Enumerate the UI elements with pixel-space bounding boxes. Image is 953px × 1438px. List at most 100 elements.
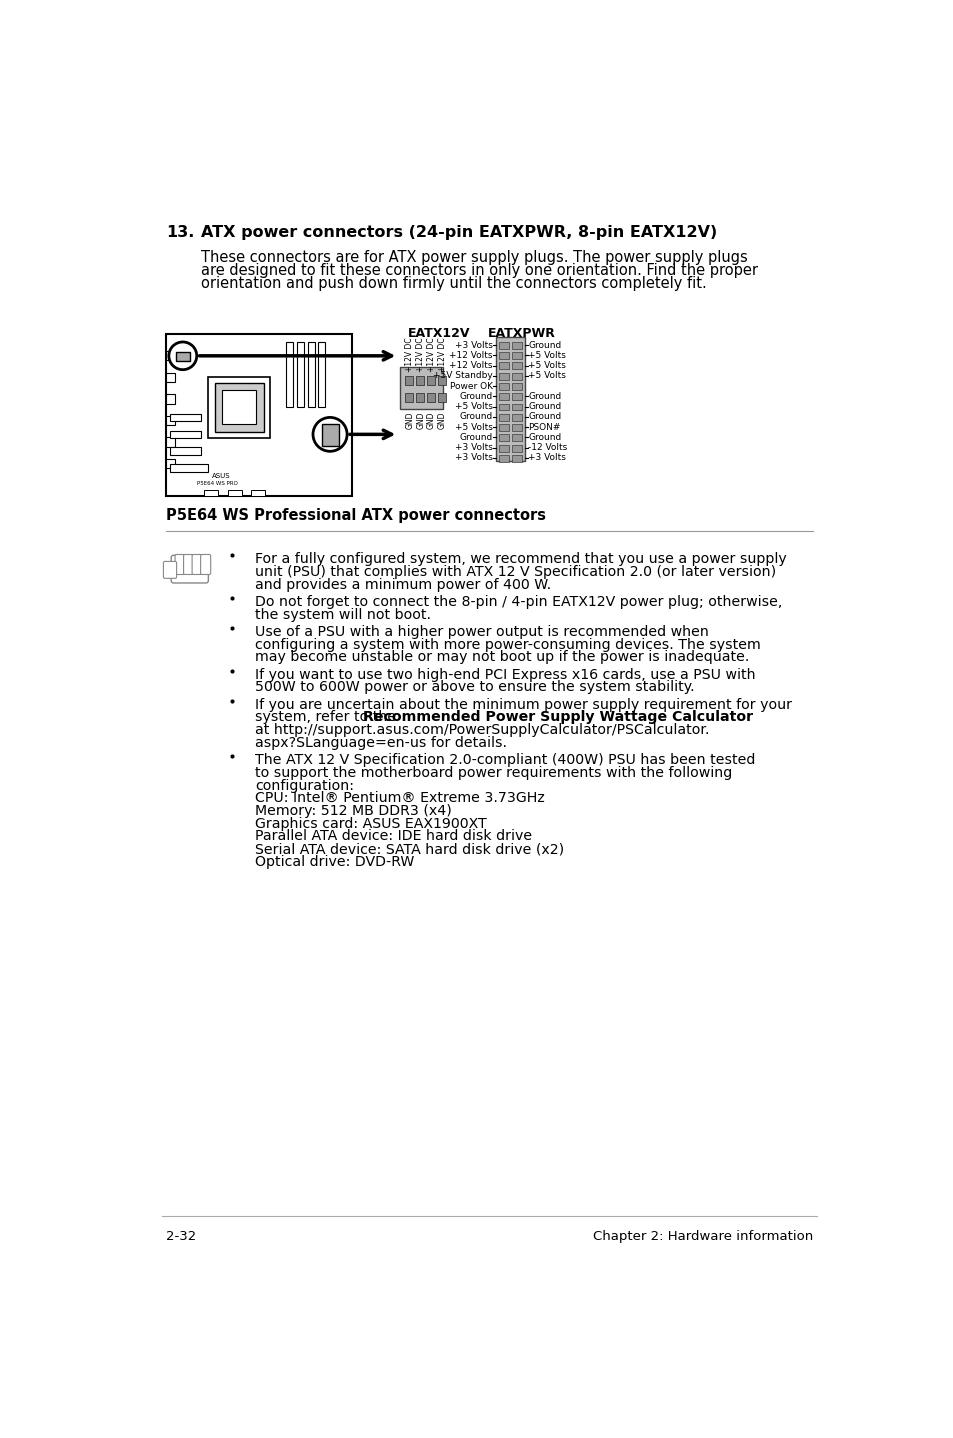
FancyBboxPatch shape xyxy=(163,561,176,578)
Text: configuring a system with more power-consuming devices. The system: configuring a system with more power-con… xyxy=(254,637,760,651)
FancyBboxPatch shape xyxy=(512,362,521,370)
Text: 500W to 600W power or above to ensure the system stability.: 500W to 600W power or above to ensure th… xyxy=(254,680,694,695)
FancyBboxPatch shape xyxy=(498,352,509,360)
Text: Optical drive: DVD-RW: Optical drive: DVD-RW xyxy=(254,854,414,869)
Text: Ground: Ground xyxy=(528,341,561,349)
Text: are designed to fit these connectors in only one orientation. Find the proper: are designed to fit these connectors in … xyxy=(200,263,757,278)
Text: ATX power connectors (24-pin EATXPWR, 8-pin EATX12V): ATX power connectors (24-pin EATXPWR, 8-… xyxy=(200,224,716,240)
Text: +3 Volts: +3 Volts xyxy=(528,453,566,463)
Text: GND: GND xyxy=(416,411,425,429)
FancyBboxPatch shape xyxy=(498,342,509,349)
FancyBboxPatch shape xyxy=(166,372,174,383)
Text: If you want to use two high-end PCI Express x16 cards, use a PSU with: If you want to use two high-end PCI Expr… xyxy=(254,667,755,682)
FancyBboxPatch shape xyxy=(512,424,521,431)
Text: +3 Volts: +3 Volts xyxy=(455,453,493,463)
FancyBboxPatch shape xyxy=(512,444,521,452)
FancyBboxPatch shape xyxy=(166,394,174,404)
Text: unit (PSU) that complies with ATX 12 V Specification 2.0 (or later version): unit (PSU) that complies with ATX 12 V S… xyxy=(254,565,775,580)
Text: Parallel ATA device: IDE hard disk drive: Parallel ATA device: IDE hard disk drive xyxy=(254,830,532,843)
Text: Ground: Ground xyxy=(528,433,561,441)
FancyBboxPatch shape xyxy=(222,391,256,424)
FancyBboxPatch shape xyxy=(512,434,521,441)
Text: -12 Volts: -12 Volts xyxy=(528,443,567,452)
FancyBboxPatch shape xyxy=(512,383,521,390)
Text: GND: GND xyxy=(427,411,436,429)
Text: Chapter 2: Hardware information: Chapter 2: Hardware information xyxy=(592,1229,812,1242)
FancyBboxPatch shape xyxy=(427,393,435,403)
Text: +5 Volts: +5 Volts xyxy=(455,423,493,431)
Text: Use of a PSU with a higher power output is recommended when: Use of a PSU with a higher power output … xyxy=(254,626,708,638)
Text: +5V Standby: +5V Standby xyxy=(433,371,493,380)
Text: +12V DC: +12V DC xyxy=(416,338,425,372)
Text: +5 Volts: +5 Volts xyxy=(528,371,566,380)
FancyBboxPatch shape xyxy=(512,414,521,421)
FancyBboxPatch shape xyxy=(170,447,200,456)
FancyBboxPatch shape xyxy=(405,393,413,403)
FancyBboxPatch shape xyxy=(496,338,525,460)
FancyBboxPatch shape xyxy=(175,352,190,361)
Text: 13.: 13. xyxy=(166,224,193,240)
FancyBboxPatch shape xyxy=(296,342,303,407)
FancyBboxPatch shape xyxy=(498,372,509,380)
FancyBboxPatch shape xyxy=(170,414,200,421)
Text: Recommended Power Supply Wattage Calculator: Recommended Power Supply Wattage Calcula… xyxy=(362,710,752,725)
Text: +3 Volts: +3 Volts xyxy=(455,443,493,452)
Text: +12 Volts: +12 Volts xyxy=(449,351,493,360)
FancyBboxPatch shape xyxy=(166,416,174,426)
Text: +12V DC: +12V DC xyxy=(427,338,436,372)
FancyBboxPatch shape xyxy=(214,383,264,431)
Text: Ground: Ground xyxy=(528,403,561,411)
Text: Graphics card: ASUS EAX1900XT: Graphics card: ASUS EAX1900XT xyxy=(254,817,486,831)
FancyBboxPatch shape xyxy=(170,430,200,439)
Text: +12V DC: +12V DC xyxy=(405,338,414,372)
Text: P5E64 WS PRO: P5E64 WS PRO xyxy=(196,480,237,486)
Text: at http://support.asus.com/PowerSupplyCalculator/PSCalculator.: at http://support.asus.com/PowerSupplyCa… xyxy=(254,723,709,738)
FancyBboxPatch shape xyxy=(416,393,423,403)
FancyBboxPatch shape xyxy=(498,394,509,400)
Text: EATXPWR: EATXPWR xyxy=(488,326,556,339)
Text: 2-32: 2-32 xyxy=(166,1229,195,1242)
FancyBboxPatch shape xyxy=(399,367,443,408)
FancyBboxPatch shape xyxy=(286,342,293,407)
Text: Ground: Ground xyxy=(528,393,561,401)
FancyBboxPatch shape xyxy=(498,454,509,462)
Text: Ground: Ground xyxy=(459,433,493,441)
Text: may become unstable or may not boot up if the power is inadequate.: may become unstable or may not boot up i… xyxy=(254,650,748,664)
FancyBboxPatch shape xyxy=(228,490,241,496)
FancyBboxPatch shape xyxy=(498,383,509,390)
FancyBboxPatch shape xyxy=(512,342,521,349)
FancyBboxPatch shape xyxy=(166,351,174,361)
Text: +3 Volts: +3 Volts xyxy=(455,341,493,349)
FancyBboxPatch shape xyxy=(512,372,521,380)
FancyBboxPatch shape xyxy=(512,454,521,462)
Text: +12 Volts: +12 Volts xyxy=(449,361,493,370)
Text: Ground: Ground xyxy=(459,413,493,421)
FancyBboxPatch shape xyxy=(251,490,265,496)
Text: If you are uncertain about the minimum power supply requirement for your: If you are uncertain about the minimum p… xyxy=(254,697,791,712)
Text: Serial ATA device: SATA hard disk drive (x2): Serial ATA device: SATA hard disk drive … xyxy=(254,843,563,856)
FancyBboxPatch shape xyxy=(512,394,521,400)
Circle shape xyxy=(169,342,196,370)
FancyBboxPatch shape xyxy=(416,375,423,385)
FancyBboxPatch shape xyxy=(208,377,270,439)
FancyBboxPatch shape xyxy=(204,490,218,496)
Text: P5E64 WS Professional ATX power connectors: P5E64 WS Professional ATX power connecto… xyxy=(166,508,545,522)
FancyBboxPatch shape xyxy=(498,434,509,441)
FancyBboxPatch shape xyxy=(183,555,193,575)
Text: These connectors are for ATX power supply plugs. The power supply plugs: These connectors are for ATX power suppl… xyxy=(200,250,746,265)
Text: GND: GND xyxy=(437,411,446,429)
FancyBboxPatch shape xyxy=(427,375,435,385)
Text: Memory: 512 MB DDR3 (x4): Memory: 512 MB DDR3 (x4) xyxy=(254,804,451,818)
Text: system, refer to the: system, refer to the xyxy=(254,710,400,725)
FancyBboxPatch shape xyxy=(498,444,509,452)
Circle shape xyxy=(313,417,347,452)
FancyBboxPatch shape xyxy=(318,342,325,407)
Text: Power OK: Power OK xyxy=(449,381,493,391)
Text: PSON#: PSON# xyxy=(528,423,560,431)
Text: For a fully configured system, we recommend that you use a power supply: For a fully configured system, we recomm… xyxy=(254,552,786,567)
FancyBboxPatch shape xyxy=(200,555,211,575)
Text: The ATX 12 V Specification 2.0-compliant (400W) PSU has been tested: The ATX 12 V Specification 2.0-compliant… xyxy=(254,754,755,766)
Text: aspx?SLanguage=en-us for details.: aspx?SLanguage=en-us for details. xyxy=(254,736,506,749)
Text: Ground: Ground xyxy=(528,413,561,421)
Text: +5 Volts: +5 Volts xyxy=(528,351,566,360)
